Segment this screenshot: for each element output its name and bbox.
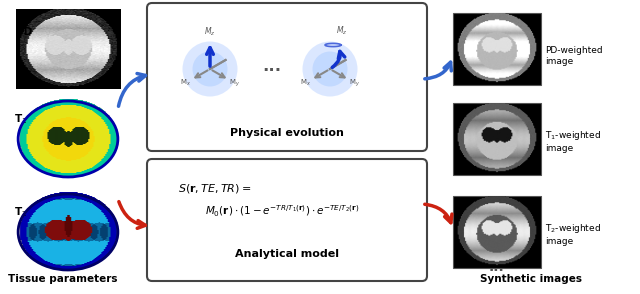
Bar xyxy=(453,196,541,268)
Text: $M_z$: $M_z$ xyxy=(336,24,348,37)
FancyBboxPatch shape xyxy=(147,3,427,151)
Text: Synthetic images: Synthetic images xyxy=(480,274,582,284)
Text: $M_0(\mathbf{r})\cdot(1-e^{-TR/T_1(\mathbf{r})})\cdot e^{-TE/T_2(\mathbf{r})}$: $M_0(\mathbf{r})\cdot(1-e^{-TR/T_1(\math… xyxy=(205,204,360,219)
Text: M$_y$: M$_y$ xyxy=(228,77,240,89)
Ellipse shape xyxy=(193,51,227,86)
Text: ...: ... xyxy=(489,260,505,274)
Text: Analytical model: Analytical model xyxy=(235,249,339,259)
Text: M$_x$: M$_x$ xyxy=(180,78,191,88)
FancyBboxPatch shape xyxy=(147,159,427,281)
Text: M$_y$: M$_y$ xyxy=(349,77,360,89)
Bar xyxy=(453,103,541,175)
Text: T$_2$-weighted
image: T$_2$-weighted image xyxy=(545,222,601,246)
Text: Physical evolution: Physical evolution xyxy=(230,128,344,138)
Text: PD-weighted
image: PD-weighted image xyxy=(545,46,603,66)
Text: Tissue parameters: Tissue parameters xyxy=(8,274,118,284)
Text: T$_2$: T$_2$ xyxy=(14,205,27,219)
Ellipse shape xyxy=(182,41,237,96)
Text: PD: PD xyxy=(16,27,32,37)
Text: ...: ... xyxy=(262,57,282,75)
Bar xyxy=(453,13,541,85)
Bar xyxy=(15,9,120,89)
Text: T$_1$: T$_1$ xyxy=(14,112,27,126)
Ellipse shape xyxy=(303,41,358,96)
Text: T$_1$-weighted
image: T$_1$-weighted image xyxy=(545,129,601,153)
Text: M$_x$: M$_x$ xyxy=(300,78,311,88)
Ellipse shape xyxy=(312,51,348,86)
Text: $M_z$: $M_z$ xyxy=(204,26,216,38)
Text: $S(\mathbf{r},TE,TR)=$: $S(\mathbf{r},TE,TR)=$ xyxy=(178,182,252,195)
